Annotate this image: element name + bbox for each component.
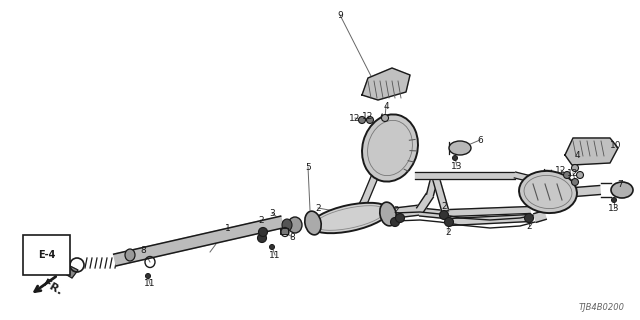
Text: 2: 2	[445, 228, 451, 236]
Ellipse shape	[145, 274, 150, 278]
Text: 2: 2	[393, 205, 399, 214]
Ellipse shape	[367, 116, 374, 124]
Text: 12: 12	[349, 114, 361, 123]
Polygon shape	[515, 172, 536, 183]
Polygon shape	[534, 211, 547, 222]
Ellipse shape	[611, 182, 633, 198]
Ellipse shape	[519, 171, 577, 213]
Ellipse shape	[125, 249, 135, 261]
Polygon shape	[541, 170, 552, 196]
Text: E-4: E-4	[38, 250, 56, 260]
Ellipse shape	[305, 211, 321, 235]
Ellipse shape	[577, 172, 584, 179]
Text: 1: 1	[225, 223, 231, 233]
Text: 13: 13	[451, 162, 463, 171]
Ellipse shape	[572, 179, 579, 186]
Polygon shape	[450, 206, 530, 217]
Ellipse shape	[525, 213, 534, 222]
Text: 2: 2	[441, 202, 447, 211]
Text: 12: 12	[567, 169, 579, 178]
Ellipse shape	[449, 141, 471, 155]
Polygon shape	[565, 138, 618, 165]
Text: 8: 8	[140, 245, 146, 254]
Text: 12: 12	[362, 111, 374, 121]
Ellipse shape	[380, 202, 396, 226]
Text: TJB4B0200: TJB4B0200	[579, 303, 625, 312]
Polygon shape	[420, 208, 451, 219]
Polygon shape	[114, 216, 284, 266]
Ellipse shape	[572, 164, 579, 172]
Ellipse shape	[257, 234, 266, 243]
Text: 12: 12	[556, 165, 566, 174]
Polygon shape	[352, 198, 368, 221]
Text: 7: 7	[617, 180, 623, 188]
Ellipse shape	[362, 114, 418, 182]
Ellipse shape	[381, 115, 388, 122]
Ellipse shape	[452, 156, 458, 161]
Ellipse shape	[390, 218, 399, 227]
Ellipse shape	[288, 217, 302, 233]
Ellipse shape	[563, 172, 570, 179]
Ellipse shape	[282, 219, 292, 231]
Text: 10: 10	[611, 140, 621, 149]
Polygon shape	[415, 172, 515, 179]
Text: 3: 3	[269, 209, 275, 218]
Ellipse shape	[269, 244, 275, 250]
Text: 8: 8	[289, 233, 295, 242]
Ellipse shape	[445, 218, 454, 227]
Ellipse shape	[440, 211, 449, 220]
Text: 9: 9	[337, 11, 343, 20]
Ellipse shape	[358, 116, 365, 124]
Polygon shape	[431, 174, 449, 211]
Text: 11: 11	[269, 251, 281, 260]
Ellipse shape	[611, 197, 616, 203]
Polygon shape	[417, 193, 433, 212]
Text: 2: 2	[315, 204, 321, 212]
Polygon shape	[62, 266, 78, 278]
Text: 4: 4	[383, 101, 389, 110]
Text: FR.: FR.	[40, 278, 63, 298]
Text: 5: 5	[305, 163, 311, 172]
Text: 4: 4	[574, 150, 580, 159]
Ellipse shape	[311, 203, 389, 233]
Polygon shape	[450, 214, 530, 226]
Ellipse shape	[259, 228, 268, 236]
Text: 2: 2	[526, 221, 532, 230]
Bar	[280, 228, 288, 234]
Polygon shape	[394, 205, 420, 218]
Polygon shape	[427, 174, 438, 196]
Polygon shape	[362, 175, 378, 201]
Text: 13: 13	[608, 204, 620, 212]
Polygon shape	[362, 68, 410, 100]
Polygon shape	[575, 186, 600, 196]
Text: 6: 6	[477, 135, 483, 145]
Text: 11: 11	[144, 279, 156, 289]
Text: 2: 2	[258, 215, 264, 225]
Ellipse shape	[396, 213, 404, 222]
